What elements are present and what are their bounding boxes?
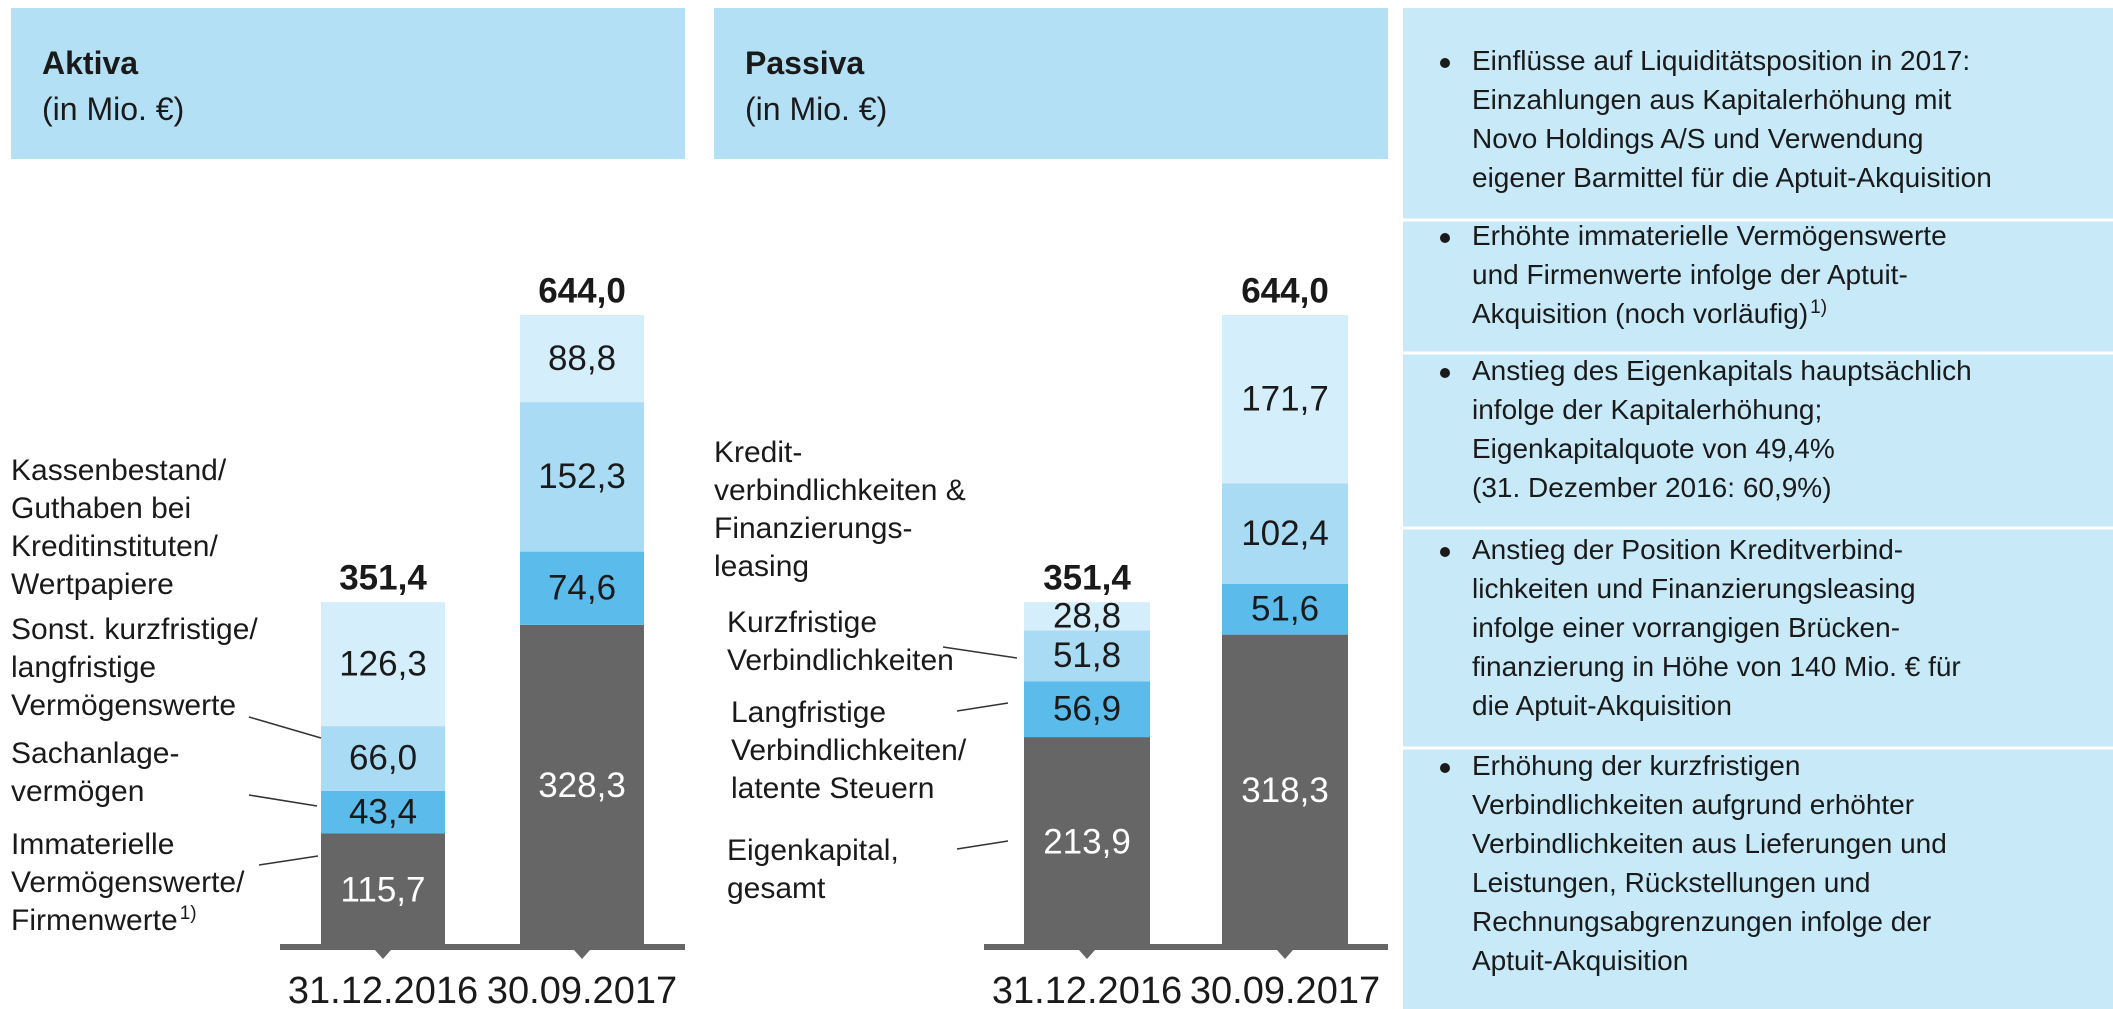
value-label: 74,6: [548, 568, 616, 607]
bar-segment: [1222, 634, 1348, 947]
tick: [1277, 950, 1293, 959]
bar-segment: [1024, 602, 1150, 631]
leader-line: [258, 855, 319, 866]
baseline: [280, 944, 685, 950]
value-label: 102,4: [1241, 514, 1329, 553]
bar-segment: [1024, 737, 1150, 947]
value-label: 88,8: [548, 339, 616, 378]
total-label: 351,4: [1043, 558, 1131, 597]
leader-line: [942, 646, 1018, 659]
value-label: 318,3: [1241, 771, 1329, 810]
tick: [375, 950, 391, 959]
x-tick-label: 30.09.2017: [487, 970, 677, 1009]
footnote-mark: 1): [1810, 297, 1827, 318]
bar-segment: [520, 624, 644, 947]
legend-label: Immaterielle Vermögenswerte/Firmenwerte: [11, 828, 245, 937]
legend-label: Kredit-verbindlichkeiten & Finanzierungs-…: [714, 436, 966, 583]
value-label: 43,4: [349, 792, 417, 831]
note-text: Erhöhte immaterielle Vermögenswerte und F…: [1472, 220, 1947, 329]
leader-line: [956, 840, 1009, 850]
leader-line: [248, 716, 322, 739]
bar-segment: [321, 726, 445, 791]
bullet: [1440, 368, 1450, 378]
chart-title: Passiva: [745, 45, 864, 81]
value-label: 115,7: [341, 870, 426, 909]
bar-segment: [1222, 583, 1348, 635]
bar-segment: [520, 315, 644, 403]
notes-panel: [1403, 8, 2113, 1009]
legend-label: Kurzfristige Verbindlichkeiten: [727, 606, 954, 677]
bar-segment: [1222, 315, 1348, 484]
chart-subtitle: (in Mio. €): [42, 91, 184, 127]
bar-segment: [520, 402, 644, 552]
leader-line: [956, 702, 1009, 712]
value-label: 213,9: [1043, 822, 1131, 861]
value-label: 126,3: [339, 644, 427, 683]
bullet: [1440, 547, 1450, 557]
x-tick-label: 31.12.2016: [992, 970, 1182, 1009]
bar-segment: [1024, 630, 1150, 682]
baseline: [984, 944, 1388, 950]
header-box: [11, 8, 685, 159]
legend-label: Eigenkapital, gesamt: [727, 834, 899, 905]
legend-label: Kassenbestand/Guthaben bei Kreditinstitut…: [11, 454, 227, 601]
total-label: 351,4: [339, 558, 427, 597]
total-label: 644,0: [1241, 271, 1329, 310]
bullet: [1440, 763, 1450, 773]
x-tick-label: 31.12.2016: [288, 970, 478, 1009]
bar-segment: [1024, 681, 1150, 738]
leader-line: [248, 794, 318, 807]
bar-segment: [1222, 483, 1348, 584]
value-label: 171,7: [1241, 380, 1329, 419]
tick: [1079, 950, 1095, 959]
value-label: 51,6: [1251, 590, 1319, 629]
total-label: 644,0: [538, 271, 626, 310]
bar-segment: [520, 551, 644, 625]
note-text: Erhöhung der kurzfristigen Verbindlichkei…: [1472, 750, 1947, 976]
bullet: [1440, 233, 1450, 243]
value-label: 51,8: [1053, 636, 1121, 675]
value-label: 66,0: [349, 739, 417, 778]
value-label: 152,3: [538, 457, 626, 496]
tick: [574, 950, 590, 959]
footnote-mark: 1): [180, 903, 197, 924]
header-box: [714, 8, 1388, 159]
legend-label: Sonst. kurzfristige/langfristige Vermögen…: [11, 613, 258, 722]
bullet: [1440, 58, 1450, 68]
chart-title: Aktiva: [42, 45, 138, 81]
bar-segment: [321, 833, 445, 947]
note-text: Anstieg der Position Kreditverbind-lichk…: [1472, 534, 1961, 721]
value-label: 56,9: [1053, 689, 1121, 728]
legend-label: Langfristige Verbindlichkeiten/latente St…: [731, 696, 967, 805]
bar-segment: [321, 790, 445, 834]
legend-label: Sachanlage-vermögen: [11, 737, 179, 808]
chart-subtitle: (in Mio. €): [745, 91, 887, 127]
x-tick-label: 30.09.2017: [1190, 970, 1380, 1009]
value-label: 328,3: [538, 766, 626, 805]
bar-segment: [321, 602, 445, 727]
note-text: Anstieg des Eigenkapitals hauptsächlich i…: [1472, 355, 1972, 503]
separators: [1403, 218, 2113, 750]
note-text: Einflüsse auf Liquiditätsposition in 201…: [1472, 45, 1992, 193]
value-label: 28,8: [1053, 597, 1121, 636]
